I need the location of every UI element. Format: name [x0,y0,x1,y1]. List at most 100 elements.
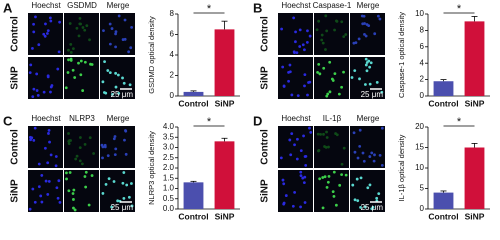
panel: C Hoechst NLRP3 Merge Control SiNP 25 μm NLRP3 … [3,113,240,221]
cell [303,73,307,77]
cell [368,183,372,187]
cell [72,198,75,201]
cell [358,144,362,148]
cell [110,27,114,30]
cell [320,33,324,37]
cell [308,126,311,130]
cell [68,171,72,174]
panel: D Hoechst IL-1β Merge Control SiNP 25 μm IL-1β … [253,113,490,221]
cell [72,206,75,210]
cell [325,29,329,33]
cell [282,84,286,88]
cell [373,153,376,157]
cell [128,83,132,87]
y-tick-label: 2.5 [163,153,175,162]
micrograph [28,13,63,55]
cell [123,138,126,142]
cell [282,182,286,186]
cell [114,71,118,75]
cell [321,41,325,45]
cell [42,90,46,94]
y-tick-label: 0.5 [163,194,175,203]
bar [433,192,454,209]
scale-bar-label: 25 μm [111,203,134,212]
cell [301,43,305,47]
micrograph [100,13,135,55]
micrograph [64,57,99,99]
micrograph [314,13,349,55]
cell [290,132,294,136]
image-label: Merge [107,1,130,10]
cell [54,164,58,168]
cell [71,68,75,72]
cell [69,57,73,61]
scale-bar-label: 25 μm [111,90,134,99]
cell [340,173,344,177]
micrograph [28,170,63,212]
cell [340,85,344,89]
cell [282,201,286,205]
cell [112,180,116,183]
cell [315,28,319,32]
y-tick-label: 2 [420,75,425,84]
image-label: Merge [357,1,380,10]
cell [317,19,321,23]
cell [79,73,83,77]
cell [104,182,108,186]
cell [331,190,335,193]
cell [299,170,303,174]
cell [293,190,297,194]
cell [364,57,368,61]
cell [288,63,292,67]
cell [37,185,41,189]
cell [334,203,338,207]
cell [368,155,372,158]
panel: B Hoechst Caspase-1 Merge Control SiNP 25 μm Ca… [253,0,490,108]
cell [328,90,332,94]
cell [289,153,293,157]
scale-bar-label: 25 μm [361,90,384,99]
cell [56,196,60,200]
row-label: Control [10,16,21,52]
cell [364,63,368,67]
cell [337,92,341,96]
cell [79,59,83,63]
y-tick-label: 8 [170,9,175,18]
image-label: Hoechst [281,114,311,123]
y-tick-label: 0 [420,91,425,100]
cell [321,206,325,210]
cell [121,76,124,80]
image-label: Caspase-1 [313,1,352,10]
cell [92,152,96,155]
x-tick-label: SiNP [215,98,235,108]
cell [326,92,330,96]
cell [122,196,126,200]
cell [127,50,131,54]
cell [48,140,51,144]
cell [121,181,125,185]
cell [359,205,362,209]
cell [84,170,88,174]
cell [304,154,308,158]
cell [116,199,120,203]
panel: A Hoechst GSDMD Merge Control SiNP 25 μm GSDMD … [3,0,240,108]
y-tick-label: 4 [420,58,425,67]
cell [323,175,327,179]
cell [318,72,322,76]
cell [65,171,68,175]
cell [327,145,330,149]
y-tick-label: 4 [170,50,175,59]
cell [351,183,355,187]
cell [34,15,37,19]
cell [380,163,384,167]
cell [340,20,344,24]
cell [104,91,108,95]
row-label: SiNP [10,66,21,90]
cell [288,138,292,142]
cell [31,95,35,99]
cell [363,205,367,209]
cell [78,159,82,163]
image-label: IL-1β [323,114,342,123]
cell [130,204,134,208]
cell [130,25,134,29]
